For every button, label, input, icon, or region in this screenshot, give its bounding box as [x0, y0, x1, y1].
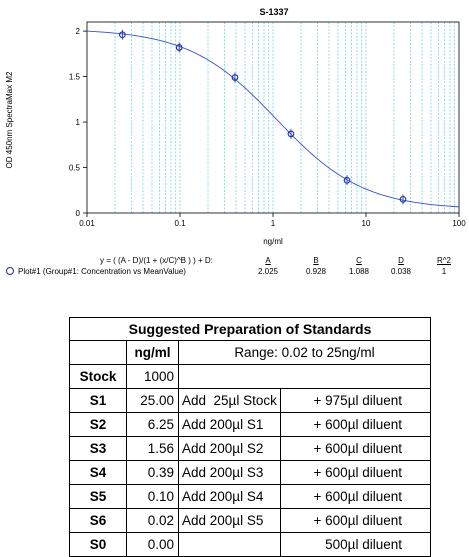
- fit-curve: [86, 30, 460, 208]
- range-header: Range: 0.02 to 25ng/ml: [178, 340, 431, 365]
- legend-value-c: 1.088: [348, 267, 370, 276]
- row-diluent: + 600µl diluent: [279, 412, 432, 437]
- plot-legend-entry: Plot#1 (Group#1: Concentration vs MeanVa…: [6, 267, 186, 276]
- chart-grid: [114, 22, 456, 213]
- x-axis-label: ng/ml: [263, 237, 283, 246]
- legend-value-d: 0.038: [390, 267, 412, 276]
- table-row: S4 0.39 Add 200µl S3 + 600µl diluent: [69, 460, 432, 485]
- row-concentration: 1.56: [126, 436, 179, 461]
- row-label: Stock: [69, 364, 127, 389]
- data-point: [399, 196, 407, 203]
- row-concentration: 0.02: [126, 508, 179, 533]
- x-tick-label: 1: [271, 219, 276, 228]
- y-tick-label: 0: [76, 209, 81, 218]
- row-step: Add 200µl S1: [178, 412, 281, 437]
- header-blank: [69, 340, 127, 365]
- row-diluent: + 600µl diluent: [279, 436, 432, 461]
- row-label: S5: [69, 484, 127, 509]
- unit-header: ng/ml: [126, 340, 179, 365]
- legend-header-a: A: [265, 256, 271, 265]
- row-step: Add 200µl S5: [178, 508, 281, 533]
- y-tick-label: 1.5: [69, 73, 81, 82]
- fit-legend: y = ( (A - D)/(1 + (x/C)^B ) ) + D: A B …: [0, 255, 469, 291]
- y-tick-label: 0.5: [69, 164, 81, 173]
- data-point: [119, 31, 126, 39]
- row-concentration: 0.39: [126, 460, 179, 485]
- row-step: Add 200µl S3: [178, 460, 281, 485]
- legend-value-r2: 1: [441, 267, 447, 276]
- y-tick-label: 1: [76, 118, 81, 127]
- standard-curve-chart: S-1337 0.01 0.1 1 10 100 0 0.5 1 1.5 2 ng/ml OD 4…: [5, 7, 466, 246]
- legend-value-b: 0.928: [305, 267, 327, 276]
- legend-header-b: B: [313, 256, 319, 265]
- row-diluent: + 600µl diluent: [279, 484, 432, 509]
- table-row: S2 6.25 Add 200µl S1 + 600µl diluent: [69, 412, 432, 437]
- row-step: Add 200µl S4: [178, 484, 281, 509]
- legend-value-a: 2.025: [257, 267, 279, 276]
- table-header-row: ng/ml Range: 0.02 to 25ng/ml: [69, 340, 431, 365]
- circle-marker-icon: [6, 267, 14, 275]
- data-point: [287, 130, 295, 138]
- legend-header-r2: R^2: [437, 256, 451, 265]
- row-concentration: 0.10: [126, 484, 179, 509]
- table-row: Stock 1000: [69, 364, 431, 389]
- x-tick-label: 0.01: [79, 219, 95, 228]
- y-axis-label: OD 450nm SpectraMax M2: [5, 71, 14, 168]
- table-row: S1 25.00 Add 25µl Stock + 975µl diluent: [69, 388, 432, 413]
- row-concentration: 1000: [126, 364, 179, 389]
- fit-equation: y = ( (A - D)/(1 + (x/C)^B ) ) + D:: [100, 256, 213, 265]
- x-tick-label: 10: [362, 219, 371, 228]
- standards-table: Suggested Preparation of Standards ng/ml…: [69, 317, 432, 557]
- row-concentration: 6.25: [126, 412, 179, 437]
- y-tick-label: 2: [76, 27, 81, 36]
- data-point: [343, 176, 351, 184]
- row-concentration: 25.00: [126, 388, 179, 413]
- row-label: S1: [69, 388, 127, 413]
- row-step: Add 25µl Stock: [178, 388, 281, 413]
- data-point: [175, 44, 183, 51]
- x-tick-label: 100: [452, 219, 466, 228]
- row-label: S2: [69, 412, 127, 437]
- axis-ticks: 0.01 0.1 1 10 100 0 0.5 1 1.5 2: [69, 27, 466, 228]
- row-diluent: + 975µl diluent: [279, 388, 432, 413]
- table-row: S6 0.02 Add 200µl S5 + 600µl diluent: [69, 508, 432, 533]
- table-row: S5 0.10 Add 200µl S4 + 600µl diluent: [69, 484, 432, 509]
- data-point: [231, 74, 239, 81]
- data-points: [119, 29, 407, 205]
- legend-header-c: C: [356, 256, 362, 265]
- row-diluent: + 600µl diluent: [279, 460, 432, 485]
- row-label: S3: [69, 436, 127, 461]
- table-title: Suggested Preparation of Standards: [69, 317, 431, 341]
- legend-header-d: D: [398, 256, 404, 265]
- table-title-row: Suggested Preparation of Standards: [69, 317, 431, 341]
- row-label: S4: [69, 460, 127, 485]
- row-empty: [178, 364, 431, 389]
- chart-title: S-1337: [259, 7, 288, 17]
- row-step: Add 200µl S2: [178, 436, 281, 461]
- row-diluent: + 600µl diluent: [279, 508, 432, 533]
- table-row: S3 1.56 Add 200µl S2 + 600µl diluent: [69, 436, 432, 461]
- plot-label: Plot#1 (Group#1: Concentration vs MeanVa…: [18, 267, 186, 276]
- x-tick-label: 0.1: [174, 219, 186, 228]
- row-label: S6: [69, 508, 127, 533]
